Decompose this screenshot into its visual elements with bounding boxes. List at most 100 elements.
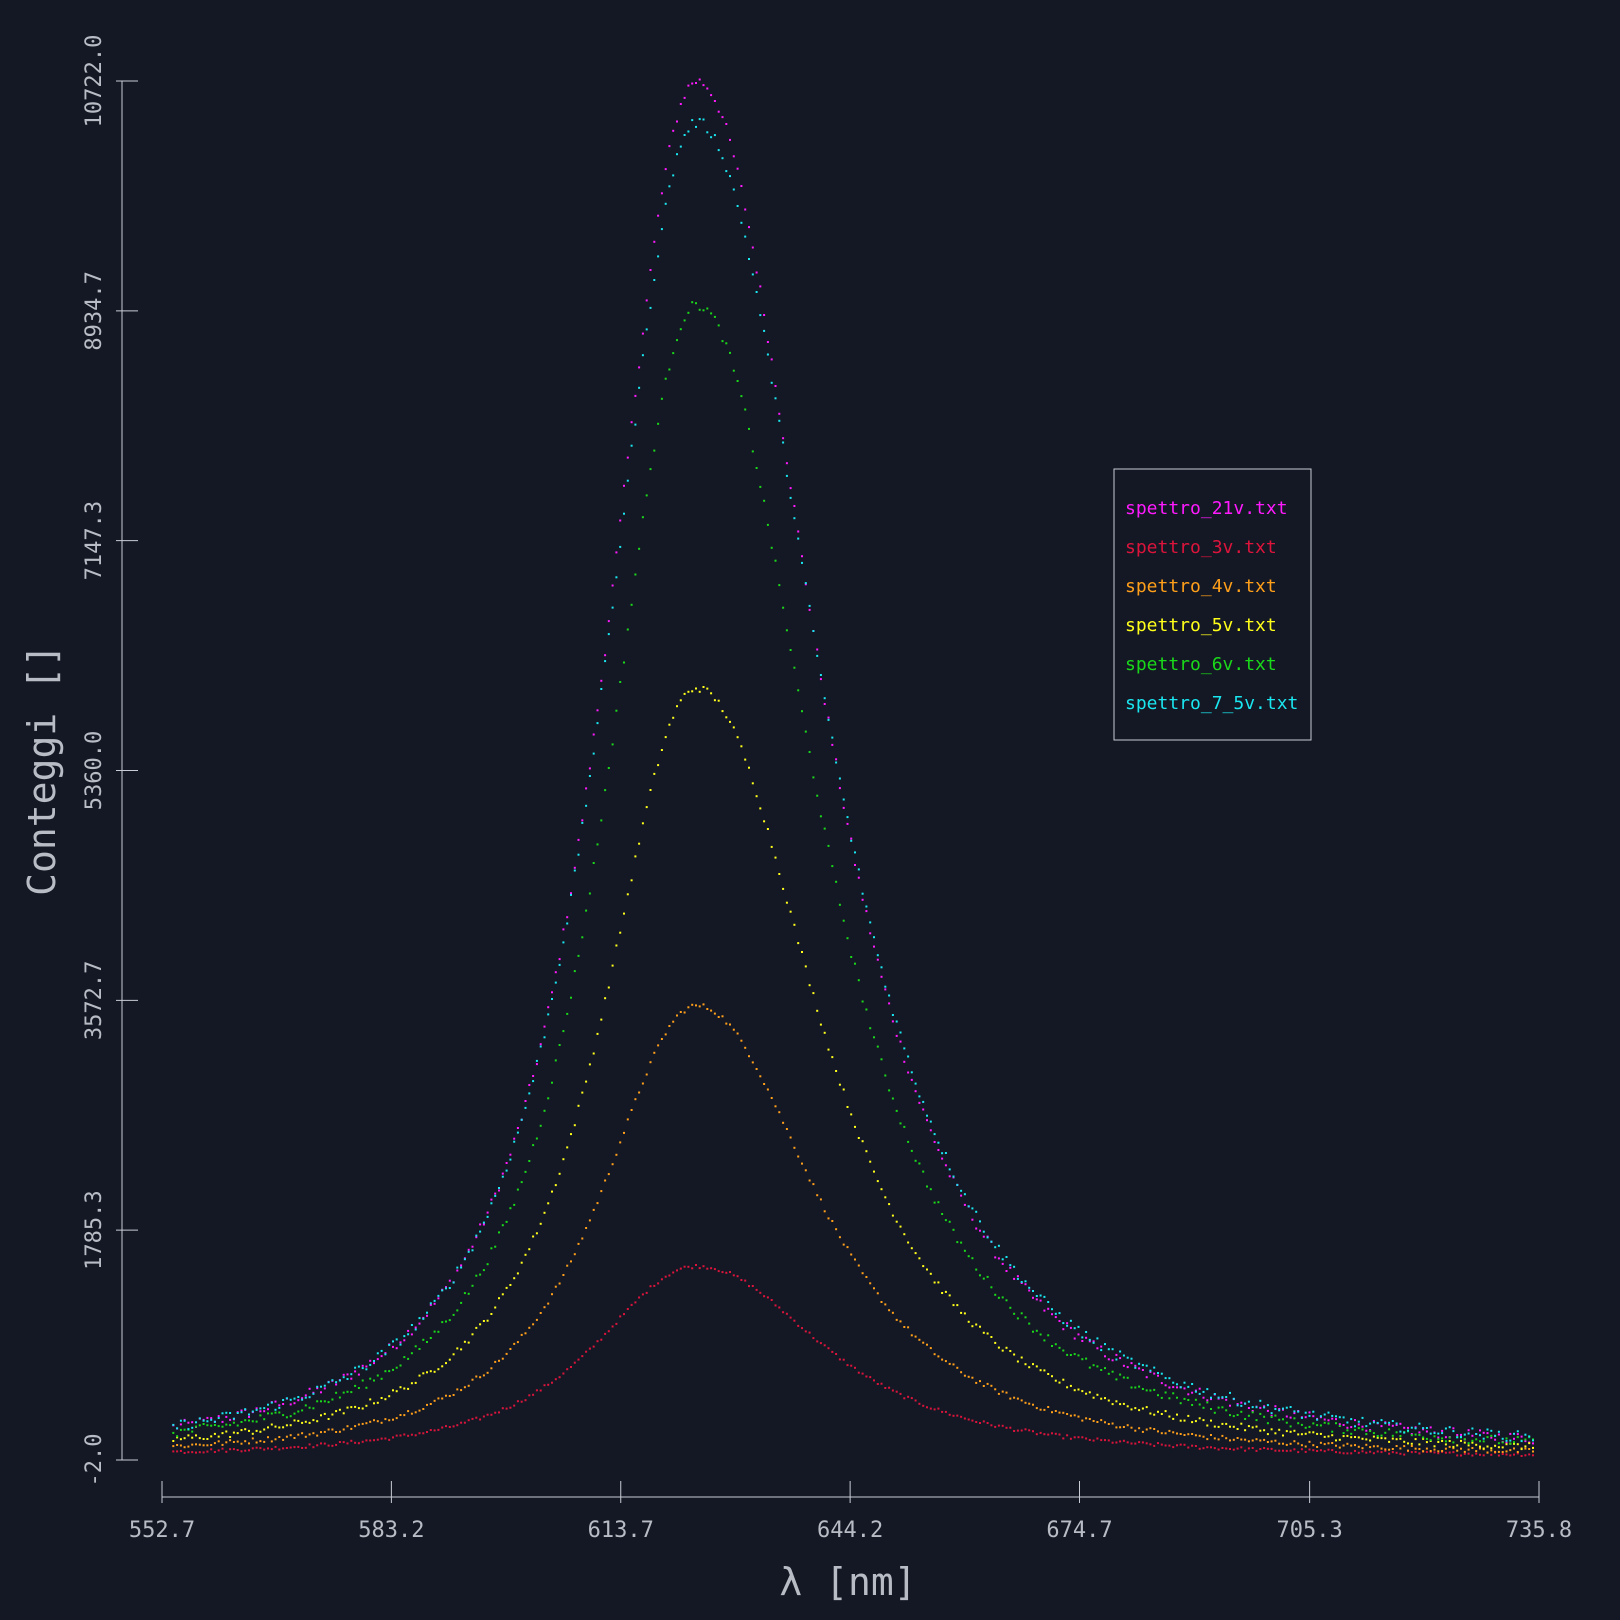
data-point bbox=[532, 1235, 535, 1238]
data-point bbox=[1532, 1442, 1534, 1445]
data-point bbox=[1206, 1438, 1209, 1441]
data-point bbox=[498, 1359, 500, 1362]
data-point bbox=[437, 1368, 440, 1371]
data-point bbox=[1119, 1373, 1122, 1376]
data-point bbox=[1126, 1356, 1129, 1359]
data-point bbox=[1024, 1363, 1027, 1366]
data-point bbox=[1153, 1372, 1156, 1375]
data-point bbox=[1395, 1431, 1398, 1434]
data-point bbox=[422, 1372, 425, 1375]
data-point bbox=[460, 1389, 463, 1392]
data-point bbox=[918, 1338, 921, 1341]
data-point bbox=[619, 519, 622, 522]
data-point bbox=[926, 1185, 928, 1188]
data-point bbox=[660, 1038, 663, 1040]
data-point bbox=[729, 1271, 731, 1273]
data-point bbox=[926, 1268, 928, 1271]
data-point bbox=[206, 1444, 209, 1447]
data-point bbox=[1300, 1416, 1303, 1419]
data-point bbox=[865, 1375, 868, 1378]
data-point bbox=[979, 1325, 981, 1328]
data-point bbox=[626, 456, 629, 459]
data-point bbox=[422, 1317, 425, 1320]
data-point bbox=[1463, 1433, 1466, 1436]
data-point bbox=[679, 699, 682, 702]
legend-entry: spettro_5v.txt bbox=[1125, 615, 1277, 636]
data-point bbox=[1088, 1391, 1091, 1394]
data-point bbox=[539, 1045, 542, 1048]
data-point bbox=[899, 1320, 902, 1323]
data-point bbox=[490, 1247, 493, 1250]
data-point bbox=[789, 910, 792, 913]
data-point bbox=[573, 869, 576, 872]
data-point bbox=[1308, 1425, 1311, 1428]
data-point bbox=[1168, 1386, 1171, 1389]
data-point bbox=[289, 1424, 292, 1427]
data-point bbox=[354, 1441, 357, 1444]
data-point bbox=[1236, 1428, 1239, 1430]
data-point bbox=[1168, 1415, 1171, 1418]
data-point bbox=[944, 1152, 947, 1154]
data-point bbox=[524, 1170, 527, 1173]
data-point bbox=[907, 1140, 910, 1143]
data-point bbox=[479, 1223, 482, 1226]
data-point bbox=[1520, 1440, 1523, 1443]
data-point bbox=[1463, 1450, 1466, 1453]
data-point bbox=[1350, 1452, 1353, 1455]
data-point bbox=[1111, 1348, 1114, 1351]
data-point bbox=[793, 1319, 796, 1322]
data-point bbox=[1145, 1364, 1148, 1367]
data-point bbox=[729, 351, 731, 354]
data-point bbox=[941, 1358, 944, 1361]
data-point bbox=[827, 1347, 830, 1350]
data-point bbox=[1285, 1415, 1288, 1418]
data-point bbox=[1066, 1434, 1069, 1437]
data-point bbox=[1122, 1376, 1125, 1379]
data-point bbox=[259, 1430, 262, 1433]
data-point bbox=[736, 167, 739, 170]
data-point bbox=[1221, 1434, 1224, 1437]
data-point bbox=[532, 1075, 535, 1077]
data-point bbox=[1312, 1449, 1315, 1452]
data-point bbox=[793, 923, 796, 926]
data-point bbox=[1263, 1415, 1266, 1418]
data-point bbox=[766, 523, 769, 526]
data-point bbox=[1282, 1449, 1284, 1452]
data-point bbox=[1240, 1410, 1243, 1413]
data-point bbox=[1300, 1423, 1303, 1426]
data-point bbox=[1331, 1417, 1334, 1420]
data-point bbox=[554, 1059, 557, 1062]
data-point bbox=[827, 718, 830, 721]
data-point bbox=[619, 545, 622, 548]
data-point bbox=[1297, 1410, 1300, 1413]
data-point bbox=[172, 1450, 175, 1453]
data-point bbox=[1486, 1432, 1489, 1435]
data-point bbox=[248, 1415, 250, 1418]
data-point bbox=[660, 192, 663, 195]
data-point bbox=[668, 1025, 671, 1027]
data-point bbox=[482, 1269, 485, 1272]
data-point bbox=[297, 1433, 300, 1436]
data-point bbox=[1001, 1258, 1004, 1261]
data-point bbox=[755, 271, 758, 274]
data-point bbox=[1206, 1399, 1209, 1402]
data-point bbox=[1024, 1401, 1027, 1404]
data-point bbox=[524, 1100, 527, 1102]
data-point bbox=[600, 688, 603, 690]
data-point bbox=[312, 1446, 315, 1449]
data-point bbox=[982, 1277, 985, 1280]
data-point bbox=[1062, 1349, 1065, 1352]
data-point bbox=[835, 880, 838, 883]
data-point bbox=[1259, 1412, 1262, 1415]
data-point bbox=[240, 1409, 243, 1412]
data-point bbox=[763, 499, 766, 502]
data-point bbox=[948, 1362, 951, 1365]
data-point bbox=[528, 1394, 531, 1397]
data-point bbox=[1516, 1443, 1519, 1446]
data-point bbox=[456, 1347, 459, 1350]
data-point bbox=[520, 1181, 523, 1184]
data-point bbox=[1081, 1419, 1084, 1422]
data-point bbox=[1194, 1390, 1197, 1393]
data-point bbox=[1278, 1428, 1281, 1431]
data-point bbox=[793, 1146, 796, 1149]
